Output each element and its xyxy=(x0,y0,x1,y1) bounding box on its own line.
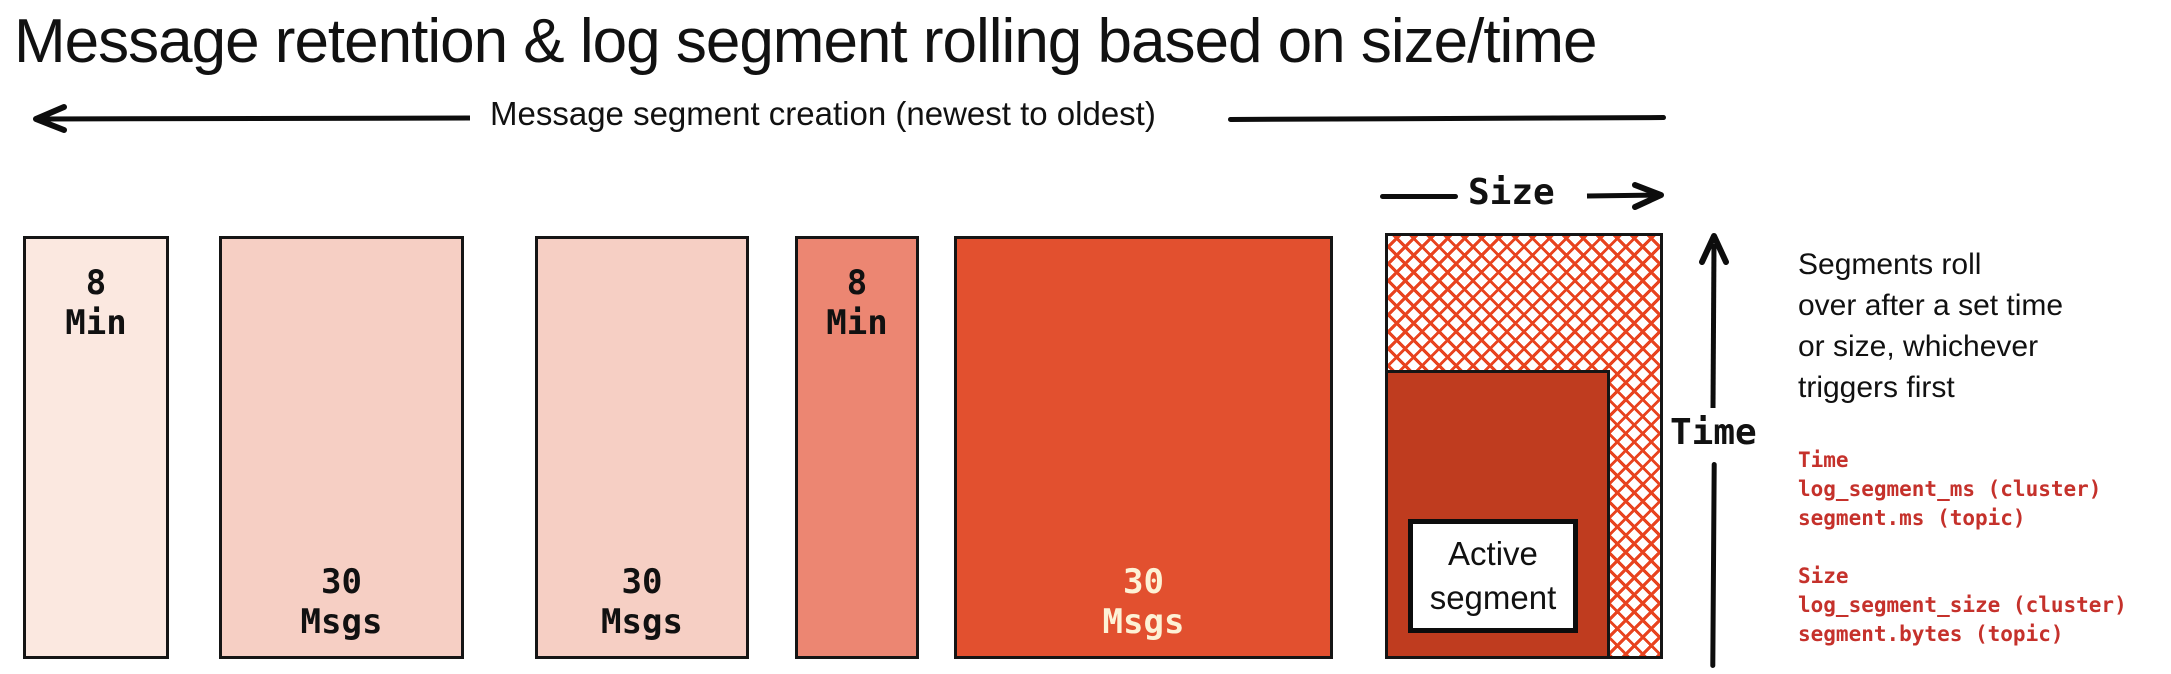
creation-axis-label: Message segment creation (newest to olde… xyxy=(490,95,1156,132)
right-arrow-icon xyxy=(1586,182,1664,210)
segment-box-1: 8 Min xyxy=(23,236,169,659)
segment-label: 8 Min xyxy=(65,263,127,343)
segment-box-3: 30 Msgs xyxy=(535,236,749,659)
segment-label: 30 Msgs xyxy=(601,562,683,642)
page-title: Message retention & log segment rolling … xyxy=(14,7,1597,76)
segment-box-4: 8 Min xyxy=(795,236,919,659)
segment-label: 8 Min xyxy=(826,263,888,343)
active-segment-label: Active segment xyxy=(1429,535,1557,616)
segment-label: 30 Msgs xyxy=(300,562,383,642)
segment-box-5: 30 Msgs xyxy=(954,236,1333,659)
segment-box-2: 30 Msgs xyxy=(219,236,464,659)
left-arrow-icon xyxy=(33,104,471,133)
creation-axis-line xyxy=(1227,115,1667,122)
segment-label: 30 Msgs xyxy=(1102,562,1185,642)
size-axis-line xyxy=(1380,194,1458,199)
time-axis-line xyxy=(1710,461,1717,669)
size-axis-label: Size xyxy=(1468,172,1555,213)
notes-text: Segments roll over after a set time or s… xyxy=(1798,248,2064,404)
active-segment-label-box: Active segment xyxy=(1408,519,1578,633)
up-arrow-icon xyxy=(1699,233,1729,409)
size-config-text: Size log_segment_size (cluster) segment.… xyxy=(1798,564,2127,646)
time-axis-label: Time xyxy=(1670,412,1757,453)
time-config-text: Time log_segment_ms (cluster) segment.ms… xyxy=(1798,448,2102,530)
